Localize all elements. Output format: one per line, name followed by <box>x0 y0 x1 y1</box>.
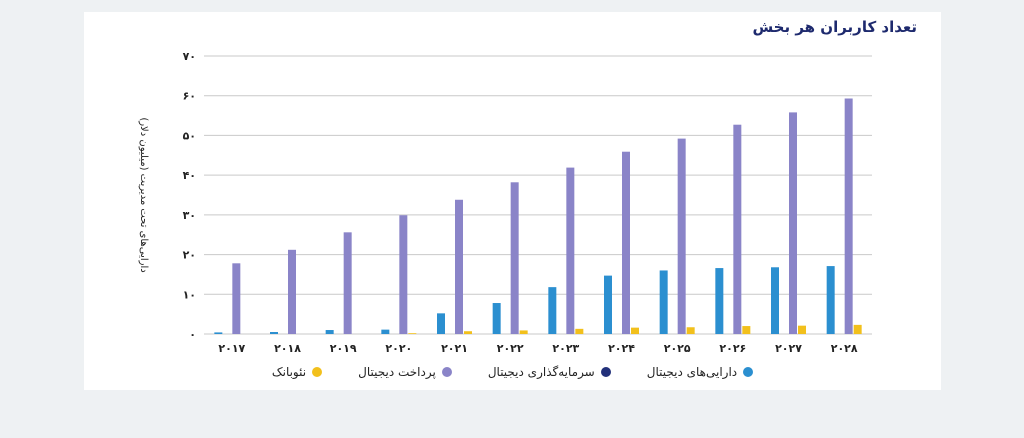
x-tick-label: ۲۰۲۳ <box>552 342 579 355</box>
bar-chart: ۰ ۱۰ ۲۰ ۳۰ ۴۰ ۵۰ ۶۰ ۷۰ دارایی‌های تحت مدیریت (می… <box>138 50 872 355</box>
legend-item: دارایی‌های دیجیتال <box>646 365 754 379</box>
y-tick-label: ۱۰ <box>183 288 196 301</box>
bar <box>733 124 742 334</box>
x-tick-label: ۲۰۲۲ <box>497 342 524 355</box>
bar <box>686 327 695 334</box>
x-tick-label: ۲۰۲۰ <box>385 342 412 355</box>
bar <box>742 326 751 334</box>
y-tick-label: ۳۰ <box>183 209 196 222</box>
chart-card: تعداد کاربران هر بخش ۰ ۱۰ ۲۰ ۳۰ ۴۰ ۵۰ ۶۰ ۷۰ دارا… <box>84 12 941 390</box>
x-tick-label: ۲۰۲۷ <box>775 342 802 355</box>
x-tick-label: ۲۰۲۱ <box>441 342 468 355</box>
y-axis-title: دارایی‌های تحت مدیریت (میلیون دلار) <box>138 117 149 272</box>
bar <box>455 199 463 334</box>
bar <box>604 275 612 334</box>
legend-swatch <box>441 367 452 377</box>
bar <box>566 167 575 334</box>
bar <box>519 330 528 334</box>
y-tick-label: ۶۰ <box>183 90 196 103</box>
bar <box>381 329 390 334</box>
bar <box>343 232 352 334</box>
bar <box>232 263 241 334</box>
x-tick-label: ۲۰۱۹ <box>330 342 357 355</box>
legend-swatch <box>312 367 323 377</box>
chart-title: تعداد کاربران هر بخش <box>752 18 917 36</box>
legend-label: پرداخت دیجیتال <box>358 365 436 379</box>
legend-label: سرمایه‌گذاری دیجیتال <box>487 365 595 379</box>
legend-swatch <box>600 367 611 377</box>
x-tick-label: ۲۰۲۵ <box>664 342 691 355</box>
y-tick-label: ۲۰ <box>183 249 196 262</box>
bar <box>325 330 334 334</box>
bar <box>622 151 630 334</box>
bar <box>464 331 472 334</box>
legend-item: پرداخت دیجیتال <box>358 365 452 379</box>
bar <box>631 327 639 334</box>
bar <box>789 112 797 334</box>
y-tick-label: ۷۰ <box>183 50 196 63</box>
bar <box>270 332 278 334</box>
legend-label: دارایی‌های دیجیتال <box>646 365 738 379</box>
y-tick-label: ۴۰ <box>183 169 196 182</box>
x-tick-label: ۲۰۱۸ <box>274 342 301 355</box>
legend-swatch <box>743 367 754 377</box>
bar <box>771 267 779 334</box>
bar <box>399 215 408 334</box>
bar <box>715 268 724 334</box>
bar <box>437 313 445 334</box>
bar <box>677 138 686 334</box>
bar <box>826 266 835 334</box>
bar <box>408 333 417 334</box>
bar <box>853 324 862 334</box>
x-tick-label: ۲۰۲۶ <box>719 342 746 355</box>
legend-item: نئوبانک <box>271 365 323 379</box>
legend-item: سرمایه‌گذاری دیجیتال <box>488 365 611 379</box>
x-tick-label: ۲۰۲۸ <box>831 342 858 355</box>
bar <box>288 249 296 334</box>
bar <box>798 325 806 334</box>
y-tick-label: ۵۰ <box>183 129 196 142</box>
y-tick-label: ۰ <box>189 328 196 341</box>
bar <box>575 328 584 334</box>
bar <box>492 303 501 334</box>
x-tick-label: ۲۰۱۷ <box>218 342 245 355</box>
bar <box>844 98 853 334</box>
bar <box>214 332 223 334</box>
legend-label: نئوبانک <box>271 365 307 379</box>
x-tick-label: ۲۰۲۴ <box>608 342 635 355</box>
bar <box>548 287 557 334</box>
bar <box>659 270 668 334</box>
chart-legend: دارایی‌های دیجیتال سرمایه‌گذاری دیجیتال پر… <box>84 365 941 379</box>
bar <box>510 182 519 334</box>
